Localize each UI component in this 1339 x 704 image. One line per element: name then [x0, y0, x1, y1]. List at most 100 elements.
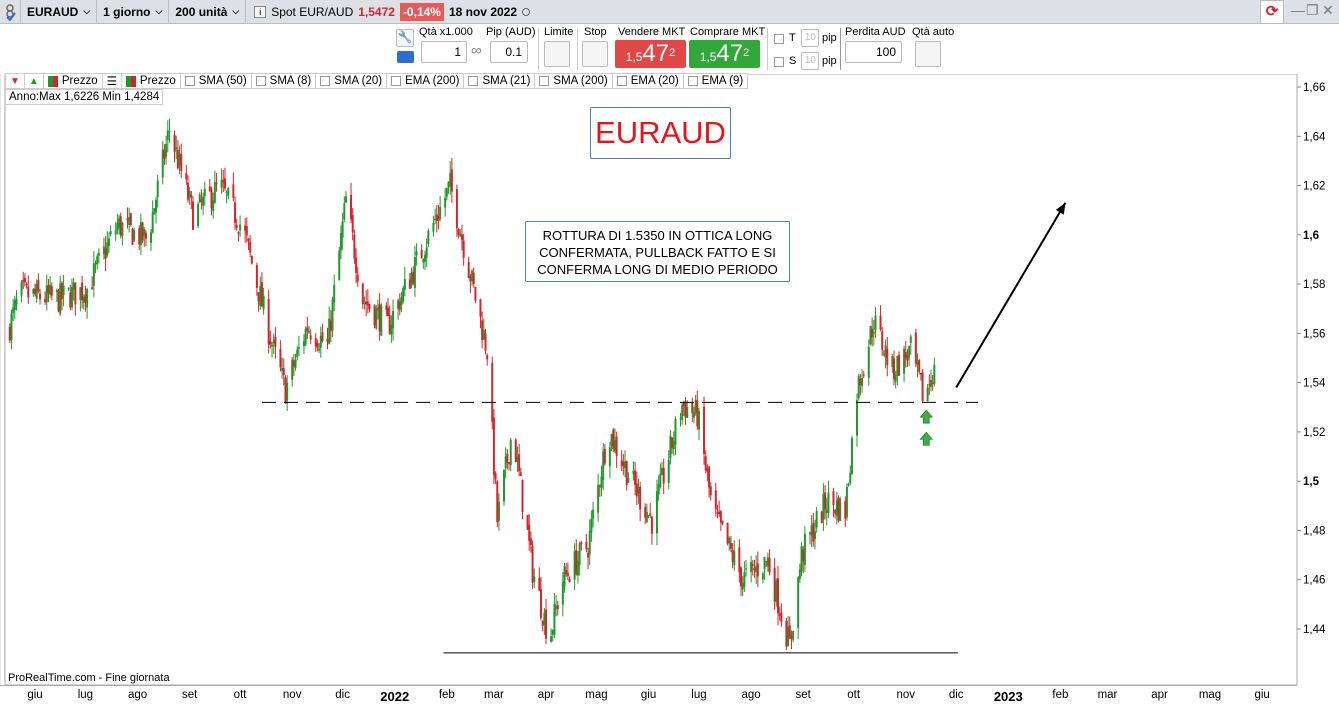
- candle-up: [926, 387, 929, 402]
- stop-loss-checkbox[interactable]: [774, 57, 784, 67]
- indicator-sma-20[interactable]: SMA (20): [316, 73, 388, 89]
- indicator-ema-9[interactable]: EMA (9): [683, 73, 749, 89]
- candle-up: [909, 336, 912, 343]
- take-profit-checkbox[interactable]: [774, 34, 784, 44]
- loss-input[interactable]: 100: [845, 41, 902, 63]
- indicator-ema-200[interactable]: EMA (200): [387, 73, 465, 89]
- candle-up: [94, 263, 97, 265]
- pip-unit: pip: [822, 55, 837, 67]
- top-toolbar: EURAUD ⌵ 1 giorno ⌵ 200 unità ⌵ i Spot EUR/…: [0, 0, 1339, 24]
- qty-label: Qtà x1.000: [419, 26, 473, 38]
- candle-down: [575, 550, 578, 575]
- buy-market-button[interactable]: 1,5472: [689, 40, 760, 68]
- candle-down: [682, 402, 685, 406]
- candle-down: [306, 327, 309, 331]
- candle-up: [672, 441, 675, 450]
- candle-up: [482, 330, 485, 340]
- candle-down: [292, 360, 295, 367]
- candle-up: [874, 315, 877, 330]
- candle-up: [810, 525, 813, 536]
- sell-market-button[interactable]: 1,5472: [615, 40, 686, 68]
- indicator-sma-21[interactable]: SMA (21): [464, 73, 536, 89]
- stop-order-icon[interactable]: [582, 41, 608, 67]
- wrench-icon[interactable]: 🔧: [396, 29, 414, 47]
- candle-up: [139, 221, 142, 246]
- indicator-ema-20[interactable]: EMA (20): [612, 73, 684, 89]
- candle-down: [126, 218, 129, 221]
- candle-down: [496, 481, 499, 523]
- restore-icon[interactable]: ❐: [1306, 2, 1319, 18]
- auto-qty-icon[interactable]: [915, 41, 941, 67]
- candle-down: [538, 577, 541, 591]
- minimize-icon[interactable]: —: [1291, 2, 1305, 18]
- candle-down: [834, 509, 837, 514]
- qty-input[interactable]: 1: [421, 41, 467, 63]
- candle-up: [13, 300, 16, 311]
- candle-down: [718, 511, 721, 515]
- close-icon[interactable]: ✕: [1322, 2, 1334, 18]
- indicator-sma-200[interactable]: SMA (200): [535, 73, 613, 89]
- list-icon[interactable]: ☰: [102, 73, 122, 89]
- candle-up: [697, 411, 700, 430]
- indicator-sma-50[interactable]: SMA (50): [180, 73, 252, 89]
- take-profit-pip-input[interactable]: 10: [801, 29, 819, 47]
- candle-up: [590, 518, 593, 533]
- candle-down: [832, 491, 835, 506]
- candle-up: [328, 318, 331, 345]
- indicator-price-1[interactable]: Prezzo: [43, 73, 103, 89]
- keyboard-icon[interactable]: [397, 51, 414, 63]
- candle-up: [563, 566, 566, 587]
- candle-up: [561, 582, 564, 605]
- candle-up: [225, 191, 228, 193]
- link-icon[interactable]: ∞: [471, 42, 482, 59]
- limit-order-icon[interactable]: [544, 41, 570, 67]
- candle-down: [37, 279, 40, 292]
- candle-down: [144, 232, 147, 239]
- candle-down: [267, 299, 270, 345]
- candle-up: [578, 543, 581, 566]
- y-tick-label: 1,62: [1303, 181, 1325, 193]
- candle-up: [59, 283, 62, 315]
- candle-up: [497, 501, 500, 521]
- candle-down: [91, 287, 94, 290]
- change-badge: -0,14%: [399, 2, 444, 21]
- expand-icon[interactable]: ▲: [24, 73, 44, 89]
- candle-down: [566, 572, 569, 576]
- candle-up: [400, 297, 403, 306]
- candle-down: [919, 373, 922, 375]
- timeframe-select[interactable]: 1 giorno ⌵: [97, 0, 170, 24]
- refresh-icon[interactable]: ⟳: [1260, 0, 1284, 24]
- candle-up: [166, 130, 169, 141]
- candle-up: [822, 493, 825, 520]
- candle-up: [175, 147, 178, 150]
- candle-down: [696, 400, 699, 427]
- info-icon[interactable]: i: [254, 5, 267, 18]
- trend-arrow: [955, 202, 1067, 389]
- candle-up: [338, 250, 341, 281]
- price-chart[interactable]: 1,66 1,64 1,62 1,6 1,58 1,56 1,54 1,52 1,5 1,48 1,…: [0, 74, 1339, 685]
- candle-up: [733, 551, 736, 566]
- candle-down: [820, 511, 823, 524]
- candle-up: [667, 459, 670, 484]
- candle-up: [297, 347, 300, 350]
- collapse-icon[interactable]: ▼: [5, 73, 25, 89]
- indicator-price-2[interactable]: Prezzo: [121, 73, 181, 89]
- y-tick-label: 1,44: [1303, 624, 1326, 636]
- pip-input[interactable]: 0.1: [490, 41, 528, 63]
- candle-down: [234, 202, 237, 223]
- candle-down: [284, 377, 287, 404]
- candle-up: [32, 288, 35, 294]
- candle-down: [353, 235, 356, 259]
- stop-loss-pip-input[interactable]: 10: [801, 52, 819, 70]
- candle-down: [356, 274, 359, 282]
- indicator-sma-8[interactable]: SMA (8): [251, 73, 317, 89]
- link-icon[interactable]: [0, 0, 21, 24]
- symbol-select[interactable]: EURAUD ⌵: [21, 0, 98, 24]
- units-select[interactable]: 200 unità ⌵: [169, 0, 247, 24]
- candle-up: [509, 439, 512, 466]
- candle-up: [319, 335, 322, 348]
- spot-label: Spot EUR/AUD: [271, 4, 354, 19]
- candle-down: [81, 282, 84, 300]
- candle-up: [608, 447, 611, 467]
- candle-up: [827, 492, 830, 513]
